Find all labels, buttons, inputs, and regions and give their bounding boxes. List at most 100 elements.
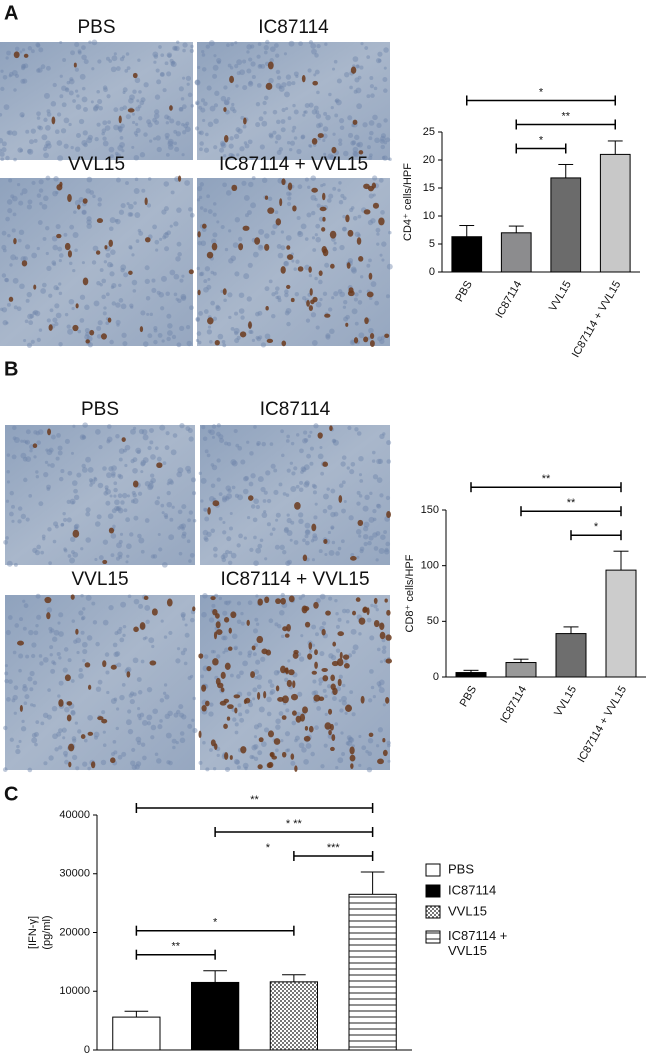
nucleus (110, 285, 115, 289)
nucleus (46, 265, 52, 272)
nucleus (180, 295, 187, 301)
nucleus (5, 321, 9, 325)
nucleus (149, 480, 154, 485)
stained-cell (355, 597, 361, 602)
nucleus (383, 118, 388, 123)
nucleus (72, 551, 79, 558)
nucleus (266, 498, 272, 504)
stained-cell (366, 607, 370, 616)
nucleus (234, 331, 239, 336)
nucleus (6, 302, 11, 307)
nucleus (42, 146, 48, 152)
nucleus (314, 502, 318, 506)
nucleus (125, 666, 132, 673)
nucleus (185, 426, 191, 432)
nucleus (85, 188, 91, 194)
stained-cell (223, 107, 227, 112)
nucleus (342, 214, 346, 219)
nucleus (352, 215, 358, 221)
nucleus (375, 227, 381, 233)
nucleus (300, 134, 306, 139)
nucleus (269, 133, 274, 139)
nucleus (74, 67, 79, 72)
stained-cell (139, 622, 146, 630)
image-label: IC87114 + VVL15 (219, 154, 368, 175)
nucleus (332, 246, 337, 252)
stained-cell (330, 263, 335, 269)
nucleus (76, 132, 81, 138)
nucleus (33, 455, 37, 459)
nucleus (327, 307, 333, 312)
nucleus (0, 157, 5, 162)
stained-cell (345, 704, 352, 712)
nucleus (115, 153, 122, 159)
nucleus (121, 332, 127, 338)
nucleus (357, 300, 363, 305)
stained-cell (13, 237, 17, 245)
nucleus (56, 651, 61, 657)
nucleus (7, 615, 13, 620)
nucleus (200, 477, 207, 484)
nucleus (311, 558, 316, 562)
nucleus (96, 89, 100, 94)
nucleus (150, 477, 156, 484)
nucleus (248, 329, 253, 334)
nucleus (137, 58, 141, 62)
nucleus (71, 736, 77, 741)
nucleus (144, 636, 148, 640)
stained-cell (90, 761, 96, 769)
nucleus (347, 425, 352, 431)
nucleus (224, 100, 230, 106)
nucleus (102, 120, 108, 126)
nucleus (31, 642, 37, 648)
nucleus (11, 504, 15, 509)
nucleus (170, 61, 177, 68)
nucleus (122, 492, 128, 499)
nucleus (198, 195, 203, 200)
nucleus (253, 744, 259, 750)
y-tick-label: 5 (429, 238, 435, 250)
nucleus (252, 251, 259, 258)
nucleus (150, 454, 156, 460)
nucleus (246, 68, 252, 74)
nucleus (176, 342, 182, 348)
nucleus (247, 653, 252, 658)
nucleus (242, 660, 248, 667)
stained-cell (275, 218, 282, 226)
nucleus (177, 252, 182, 257)
nucleus (274, 290, 279, 295)
nucleus (197, 65, 201, 70)
nucleus (286, 81, 292, 87)
y-tick-label: 10000 (59, 985, 90, 997)
nucleus (305, 318, 311, 323)
nucleus (367, 336, 371, 340)
nucleus (113, 481, 118, 486)
nucleus (296, 433, 300, 437)
nucleus (100, 759, 107, 766)
nucleus (108, 146, 115, 153)
nucleus (323, 152, 327, 156)
stained-cell (46, 612, 51, 620)
stained-cell (271, 755, 278, 760)
nucleus (189, 48, 194, 53)
nucleus (109, 263, 114, 268)
nucleus (108, 466, 114, 472)
nucleus (73, 210, 77, 214)
nucleus (347, 115, 353, 121)
nucleus (112, 739, 117, 744)
stained-cell (213, 631, 218, 640)
nucleus (289, 140, 296, 146)
nucleus (170, 61, 175, 66)
nucleus (208, 496, 215, 502)
nucleus (118, 457, 123, 462)
nucleus (273, 468, 278, 473)
nucleus (320, 471, 325, 476)
nucleus (52, 733, 58, 740)
nucleus (338, 199, 344, 205)
nucleus (117, 754, 123, 760)
stained-cell (304, 621, 311, 628)
nucleus (216, 57, 222, 64)
nucleus (336, 78, 342, 84)
nucleus (380, 144, 386, 150)
nucleus (131, 253, 135, 257)
